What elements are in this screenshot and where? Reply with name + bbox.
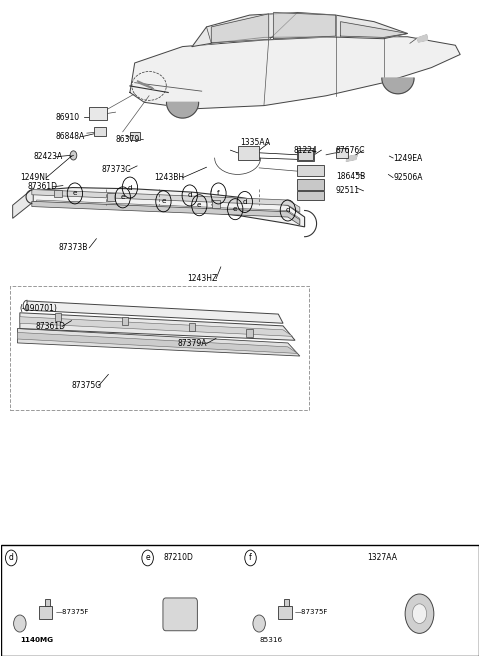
Bar (107, 193, 115, 201)
Bar (39, 606, 52, 619)
Text: 1249NL: 1249NL (20, 173, 49, 182)
Polygon shape (17, 328, 300, 356)
Polygon shape (340, 22, 408, 37)
Polygon shape (27, 301, 283, 323)
Text: f: f (249, 553, 252, 562)
Text: 92506A: 92506A (393, 173, 423, 182)
Text: 1140MG: 1140MG (20, 637, 53, 643)
Text: 87379A: 87379A (178, 339, 207, 348)
Text: 18645B: 18645B (336, 172, 365, 181)
Polygon shape (211, 14, 269, 43)
Text: e: e (233, 206, 238, 212)
Bar (89, 107, 108, 120)
Text: 81224: 81224 (294, 146, 317, 154)
Text: 87361D: 87361D (35, 322, 65, 331)
Polygon shape (167, 102, 199, 118)
Polygon shape (130, 37, 460, 109)
Text: 86379: 86379 (116, 135, 140, 144)
Text: 92511: 92511 (336, 187, 360, 195)
Circle shape (412, 604, 427, 623)
Circle shape (253, 615, 265, 632)
Bar (284, 599, 289, 606)
Text: 1335AA: 1335AA (240, 139, 270, 147)
Bar (278, 606, 292, 619)
Text: e: e (72, 191, 77, 196)
Text: 1243BH: 1243BH (154, 173, 184, 182)
Circle shape (405, 594, 434, 633)
Bar (299, 150, 313, 160)
Bar (54, 189, 62, 197)
Bar (45, 599, 49, 606)
Text: 82423A: 82423A (33, 152, 62, 161)
Text: (-090701): (-090701) (20, 304, 58, 313)
Polygon shape (20, 313, 295, 340)
FancyBboxPatch shape (163, 598, 197, 631)
Text: 87676C: 87676C (336, 146, 365, 154)
Polygon shape (346, 155, 357, 162)
Text: 87361D: 87361D (27, 183, 57, 191)
Polygon shape (274, 12, 336, 39)
Bar (94, 127, 106, 137)
Bar (122, 317, 129, 325)
Text: d: d (242, 199, 247, 205)
Polygon shape (17, 332, 298, 353)
Text: 1243HZ: 1243HZ (187, 274, 217, 283)
Polygon shape (12, 188, 33, 218)
Bar (298, 179, 324, 189)
Text: d: d (9, 553, 13, 562)
Text: e: e (145, 553, 150, 562)
Text: 87375G: 87375G (72, 381, 102, 390)
Text: d: d (128, 185, 132, 191)
Text: —87375F: —87375F (56, 610, 89, 616)
Bar (55, 313, 61, 321)
Text: d: d (286, 208, 290, 214)
Text: 86910: 86910 (56, 113, 80, 122)
Polygon shape (137, 81, 154, 89)
Circle shape (13, 615, 26, 632)
Bar (0, 545, 480, 656)
Polygon shape (36, 200, 300, 223)
Text: 87373B: 87373B (58, 243, 87, 252)
Text: 85316: 85316 (259, 637, 282, 643)
Text: —87375F: —87375F (295, 610, 328, 616)
Bar (336, 148, 348, 158)
Text: 87210D: 87210D (163, 553, 193, 562)
Polygon shape (417, 35, 428, 42)
Bar (246, 329, 253, 337)
Bar (298, 191, 324, 200)
Bar (130, 133, 141, 141)
Text: 1249EA: 1249EA (393, 154, 422, 162)
Text: d: d (187, 193, 192, 198)
Text: e: e (161, 198, 166, 204)
Polygon shape (32, 189, 300, 212)
Bar (10, 286, 310, 411)
Polygon shape (20, 317, 293, 336)
Polygon shape (32, 201, 300, 225)
Bar (298, 148, 314, 162)
Bar (189, 323, 195, 331)
Polygon shape (192, 12, 408, 47)
Text: 86848A: 86848A (56, 132, 85, 141)
Text: e: e (120, 194, 125, 200)
Bar (212, 200, 220, 208)
Text: 1327AA: 1327AA (367, 553, 397, 562)
Bar (238, 146, 259, 160)
Polygon shape (382, 78, 414, 94)
Polygon shape (32, 187, 305, 227)
Text: 87373C: 87373C (101, 166, 131, 174)
Bar (298, 165, 324, 176)
Text: e: e (197, 202, 202, 208)
Text: f: f (217, 191, 220, 196)
Circle shape (70, 151, 77, 160)
